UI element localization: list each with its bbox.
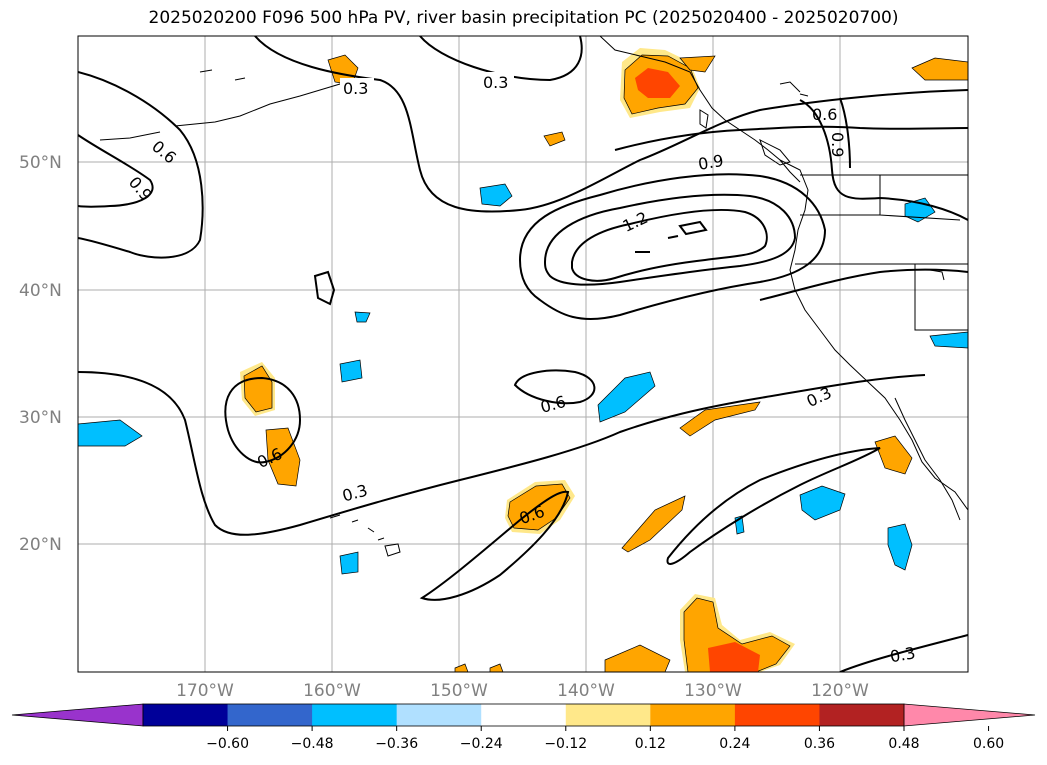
pv-contours [78, 36, 968, 672]
colorbar-tick-label: 0.36 [804, 736, 835, 752]
contour-label: 0.6 [538, 392, 568, 417]
colorbar-cell [819, 704, 905, 726]
colorbar-cell [565, 704, 651, 726]
lat-label: 50°N [19, 153, 62, 173]
colorbar-cell [143, 704, 229, 726]
contour-label: 0.6 [148, 137, 180, 168]
colorbar-cell [734, 704, 820, 726]
contour-label: 0.3 [483, 73, 508, 92]
precip-shading [78, 48, 968, 672]
colorbar-left-extension [11, 703, 144, 727]
latitude-labels: 50°N 40°N 30°N 20°N [19, 153, 62, 555]
map-title: 2025020200 F096 500 hPa PV, river basin … [148, 8, 899, 28]
contour-labels: 0.3 0.3 0.6 0.6 0.9 0.6 0.9 0.9 1.2 0.6 … [125, 72, 917, 666]
lon-label: 160°W [303, 681, 361, 701]
colorbar-tick-label: −0.60 [206, 736, 249, 752]
contour-label: 0.3 [343, 79, 368, 98]
lon-label: 150°W [430, 681, 488, 701]
colorbar-cell [481, 704, 567, 726]
longitude-labels: 170°W 160°W 150°W 140°W 130°W 120°W [176, 681, 869, 701]
coastlines [99, 36, 968, 557]
colorbar-cell [227, 704, 313, 726]
contour-label: 0.3 [888, 643, 916, 666]
colorbar-cell [650, 704, 736, 726]
colorbar-tick-label: −0.24 [460, 736, 503, 752]
contour-label: 0.6 [812, 105, 837, 124]
colorbar: −0.60 −0.48 −0.36 −0.24 −0.12 0.12 0.24 0.36 0.4… [11, 703, 1036, 752]
contour-label: 0.3 [340, 481, 370, 506]
lon-label: 130°W [684, 681, 742, 701]
lon-label: 140°W [557, 681, 615, 701]
colorbar-tick-label: −0.36 [375, 736, 418, 752]
lon-label: 170°W [176, 681, 234, 701]
lat-label: 40°N [19, 281, 62, 301]
colorbar-tick-label: 0.60 [973, 736, 1004, 752]
map-frame [77, 35, 969, 673]
colorbar-tick-label: −0.48 [291, 736, 334, 752]
colorbar-cell [312, 704, 398, 726]
contour-label: 0.9 [125, 173, 156, 205]
lat-label: 30°N [19, 408, 62, 428]
colorbar-tick-label: 0.24 [719, 736, 750, 752]
contour-label: 1.2 [620, 208, 651, 236]
colorbar-cell [396, 704, 482, 726]
lat-label: 20°N [19, 535, 62, 555]
contour-label: 0.9 [828, 132, 847, 157]
colorbar-tick-label: 0.12 [635, 736, 666, 752]
lon-label: 120°W [811, 681, 869, 701]
colorbar-tick-label: 0.48 [888, 736, 919, 752]
colorbar-tick-label: −0.12 [544, 736, 587, 752]
colorbar-right-extension [903, 703, 1036, 727]
contour-label: 0.9 [697, 151, 725, 174]
